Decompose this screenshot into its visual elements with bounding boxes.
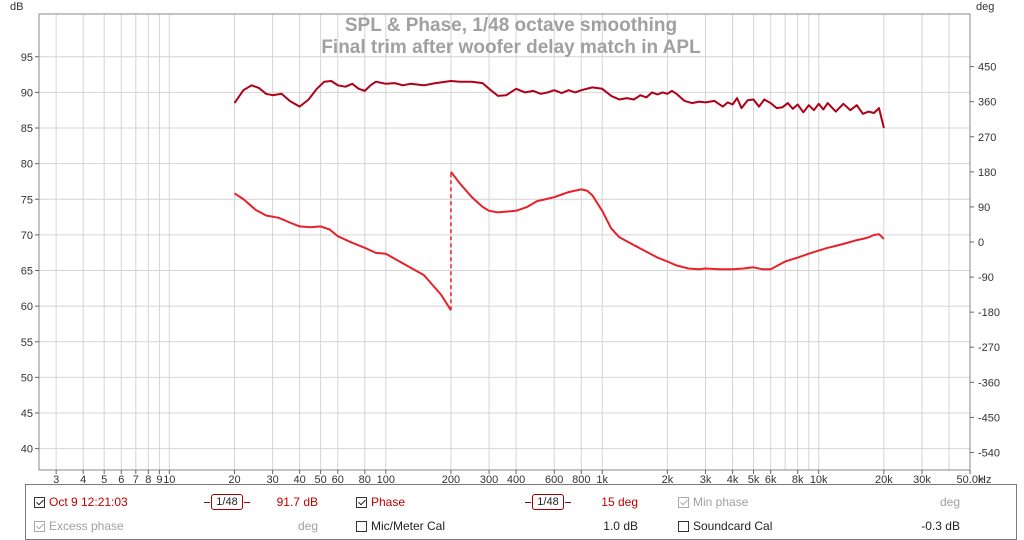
x-tick-label: 30 — [266, 474, 278, 484]
spl-smoothing-badge[interactable]: 1/48 — [204, 494, 250, 510]
spl-trace — [233, 80, 885, 129]
y-right-tick-label: 450 — [978, 62, 996, 74]
chart[interactable]: 3 4 5 6 7 8 9 10 20 30 40 50 60 80 100 200 300 400 600 800 1… — [0, 0, 1024, 484]
x-tick-label: 5k — [748, 474, 760, 484]
x-tick-label: 300 — [480, 474, 498, 484]
y-left-tick-label: 55 — [21, 337, 33, 349]
x-tick-label: 1k — [596, 474, 608, 484]
trace-toggle[interactable]: Oct 9 12:21:03 — [34, 493, 128, 511]
phase-smoothing-badge[interactable]: 1/48 — [525, 494, 571, 510]
x-tick-label: 9 — [156, 474, 162, 484]
y-right-tick-label: 90 — [978, 202, 990, 214]
y-left-tick-label: 65 — [21, 266, 33, 278]
y-right-tick-label: -180 — [978, 307, 1000, 319]
x-tick-label: 100 — [377, 474, 395, 484]
x-tick-label: 800 — [572, 474, 590, 484]
trace-checkbox[interactable] — [34, 496, 45, 508]
excess-phase-checkbox[interactable] — [34, 520, 45, 532]
y-left-tick-label: 95 — [21, 52, 33, 64]
min-phase-label: Min phase — [693, 495, 749, 509]
x-tick-label: 4k — [727, 474, 739, 484]
y-left-tick-label: 60 — [21, 301, 33, 313]
mic-cal-checkbox[interactable] — [356, 520, 367, 532]
soundcard-cal-value: -0.3 dB — [921, 519, 960, 533]
x-tick-label: 10 — [163, 474, 175, 484]
x-tick-label: 6k — [765, 474, 777, 484]
left-axis-unit: dB — [10, 1, 23, 13]
y-right-tick-label: -270 — [978, 342, 1000, 354]
x-tick-label: 50.0k — [957, 474, 984, 484]
series-layer — [233, 80, 885, 311]
x-tick-label: 60 — [332, 474, 344, 484]
legend-panel: Oct 9 12:21:03 1/48 91.7 dB Phase 1/48 1… — [25, 484, 1017, 540]
x-tick-label: 40 — [294, 474, 306, 484]
x-tick-label: 50 — [314, 474, 326, 484]
soundcard-cal-label: Soundcard Cal — [693, 519, 773, 533]
soundcard-cal-toggle[interactable]: Soundcard Cal — [678, 517, 772, 535]
axis-ticks: 3 4 5 6 7 8 9 10 20 30 40 50 60 80 100 200 300 400 600 800 1… — [21, 52, 1000, 484]
x-tick-label: 7 — [133, 474, 139, 484]
y-right-tick-label: -540 — [978, 447, 1000, 459]
mic-cal-value: 1.0 dB — [603, 519, 638, 533]
phase-toggle[interactable]: Phase — [356, 493, 405, 511]
right-axis-unit: deg — [976, 1, 994, 13]
excess-phase-toggle[interactable]: Excess phase — [34, 517, 124, 535]
x-tick-label: 6 — [118, 474, 124, 484]
chart-title: SPL & Phase, 1/48 octave smoothing — [345, 15, 677, 36]
y-left-tick-label: 45 — [21, 408, 33, 420]
x-tick-label: 20 — [228, 474, 240, 484]
y-right-tick-label: -450 — [978, 412, 1000, 424]
mic-cal-label: Mic/Meter Cal — [371, 519, 446, 533]
grid — [39, 14, 971, 470]
y-right-tick-label: 0 — [978, 237, 984, 249]
y-right-tick-label: 180 — [978, 167, 996, 179]
spl-value: 91.7 dB — [276, 495, 318, 509]
y-left-tick-label: 80 — [21, 159, 33, 171]
x-tick-label: 80 — [359, 474, 371, 484]
y-right-tick-label: 270 — [978, 132, 996, 144]
x-tick-label: 3k — [700, 474, 712, 484]
x-tick-label: 8 — [145, 474, 151, 484]
plot-background — [39, 14, 970, 470]
x-tick-label: 2k — [662, 474, 674, 484]
y-left-tick-label: 50 — [21, 372, 33, 384]
excess-phase-unit: deg — [297, 519, 318, 533]
x-tick-label: 8k — [792, 474, 804, 484]
x-tick-label: 600 — [545, 474, 563, 484]
trace-name: Oct 9 12:21:03 — [49, 495, 128, 509]
excess-phase-label: Excess phase — [49, 519, 124, 533]
y-left-tick-label: 40 — [21, 444, 33, 456]
min-phase-checkbox[interactable] — [678, 496, 689, 508]
chart-subtitle: Final trim after woofer delay match in A… — [321, 37, 701, 58]
soundcard-cal-checkbox[interactable] — [678, 520, 689, 532]
x-tick-label: 20k — [875, 474, 893, 484]
x-tick-label: 400 — [507, 474, 525, 484]
y-left-tick-label: 90 — [21, 87, 33, 99]
phase-checkbox[interactable] — [356, 496, 367, 508]
x-tick-label: 30k — [913, 474, 931, 484]
y-left-tick-label: 85 — [21, 123, 33, 135]
mic-cal-toggle[interactable]: Mic/Meter Cal — [356, 517, 445, 535]
phase-value: 15 deg — [601, 495, 638, 509]
y-right-tick-label: -90 — [978, 272, 994, 284]
y-left-tick-label: 75 — [21, 194, 33, 206]
x-tick-label: 5 — [101, 474, 107, 484]
x-tick-label: 4 — [80, 474, 86, 484]
x-tick-label: 200 — [442, 474, 460, 484]
x-axis-unit: Hz — [978, 474, 991, 484]
y-right-tick-label: -360 — [978, 377, 1000, 389]
x-tick-label: 3 — [53, 474, 59, 484]
y-left-tick-label: 70 — [21, 230, 33, 242]
phase-label: Phase — [371, 495, 406, 509]
min-phase-unit: deg — [939, 495, 960, 509]
min-phase-toggle[interactable]: Min phase — [678, 493, 748, 511]
phase-trace — [233, 171, 885, 311]
x-tick-label: 10k — [810, 474, 828, 484]
y-right-tick-label: 360 — [978, 97, 996, 109]
